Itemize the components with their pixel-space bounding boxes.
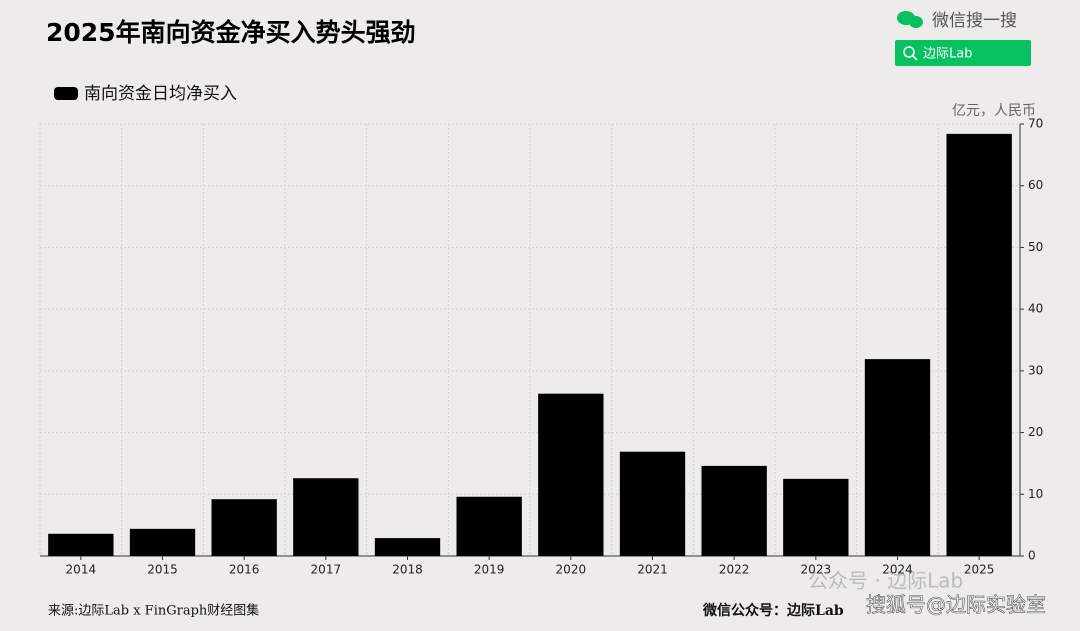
wechat-icon (897, 11, 923, 28)
x-tick-label: 2024 (882, 563, 913, 577)
y-tick-label: 40 (1028, 302, 1043, 316)
legend-swatch (54, 87, 78, 100)
y-tick-label: 50 (1028, 240, 1043, 254)
x-tick-label: 2025 (964, 563, 995, 577)
x-tick-label: 2018 (392, 563, 423, 577)
x-tick-label: 2015 (147, 563, 178, 577)
search-icon-handle (912, 55, 918, 61)
y-tick-label: 10 (1028, 487, 1043, 501)
search-label: 微信搜一搜 (932, 11, 1017, 31)
source: 来源:边际Lab x FinGraph财经图集 (48, 603, 259, 619)
x-tick-label: 2019 (474, 563, 505, 577)
x-tick-label: 2014 (66, 563, 97, 577)
bar (864, 359, 931, 556)
y-tick-label: 0 (1028, 549, 1036, 563)
x-tick-label: 2016 (229, 563, 260, 577)
x-tick-label: 2020 (556, 563, 587, 577)
bar (946, 133, 1012, 557)
bar (783, 478, 849, 556)
footer-account: 微信公众号：边际Lab (702, 602, 844, 619)
chart-title: 2025年南向资金净买入势头强劲 (46, 18, 416, 47)
bar (211, 499, 277, 556)
y-axis-label: 亿元，人民币 (952, 103, 1036, 119)
bar (374, 538, 441, 556)
watermark: 公众号 · 边际Lab (808, 569, 963, 593)
bar (701, 465, 767, 556)
search-box[interactable] (895, 40, 1031, 66)
search-icon (903, 46, 915, 58)
y-tick-label: 60 (1028, 178, 1043, 192)
bar (48, 533, 114, 556)
watermark: 搜狐号@边际实验室 (866, 593, 1046, 617)
bar (129, 528, 196, 556)
bar (538, 393, 604, 556)
bar (456, 496, 522, 556)
x-tick-label: 2021 (637, 563, 668, 577)
bar (293, 478, 359, 556)
y-tick-label: 20 (1028, 425, 1043, 439)
x-tick-label: 2023 (801, 563, 832, 577)
legend-label: 南向资金日均净买入 (84, 84, 237, 104)
y-tick-label: 70 (1028, 117, 1043, 131)
y-tick-label: 30 (1028, 363, 1043, 377)
search-box-text[interactable]: 边际Lab (923, 47, 972, 62)
x-tick-label: 2017 (311, 563, 342, 577)
bar (619, 451, 686, 556)
x-tick-label: 2022 (719, 563, 750, 577)
